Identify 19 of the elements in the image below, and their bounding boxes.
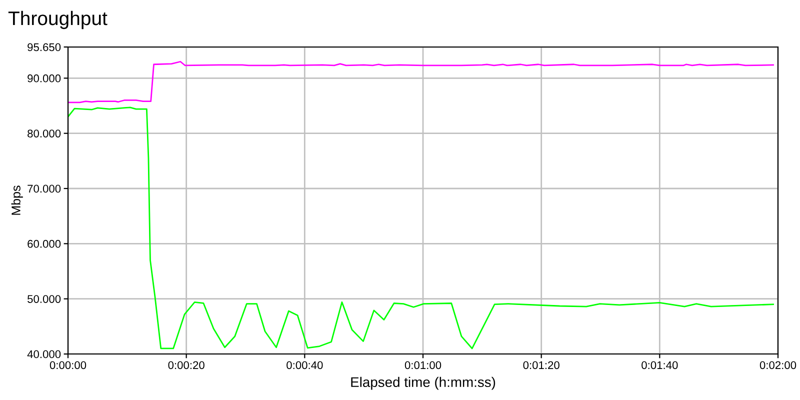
y-tick-label: 80.000 [28, 130, 61, 138]
y-tick-label: 60.000 [28, 240, 61, 248]
y-tick-label: 90.000 [28, 74, 61, 82]
chart-title: Throughput [8, 10, 108, 30]
x-tick-label: 0:02:00 [760, 361, 796, 370]
x-tick-label: 0:00:40 [286, 361, 323, 370]
x-tick-label: 0:01:20 [523, 361, 560, 370]
x-axis-title: Elapsed time (h:mm:ss) [351, 376, 496, 390]
line-series [68, 106, 774, 350]
y-tick-label: 70.000 [28, 184, 61, 193]
y-axis-title: Mbps [11, 186, 23, 215]
line-series [68, 60, 774, 104]
y-tick-label: 95.650 [28, 43, 61, 52]
x-tick-label: 0:00:20 [168, 361, 204, 370]
x-tick-label: 0:01:40 [642, 361, 678, 370]
y-tick-label: 40.000 [27, 350, 61, 358]
x-tick-label: 0:00:00 [50, 361, 86, 370]
y-tick-label: 50.000 [28, 295, 61, 303]
x-tick-label: 0:01:00 [404, 361, 442, 370]
